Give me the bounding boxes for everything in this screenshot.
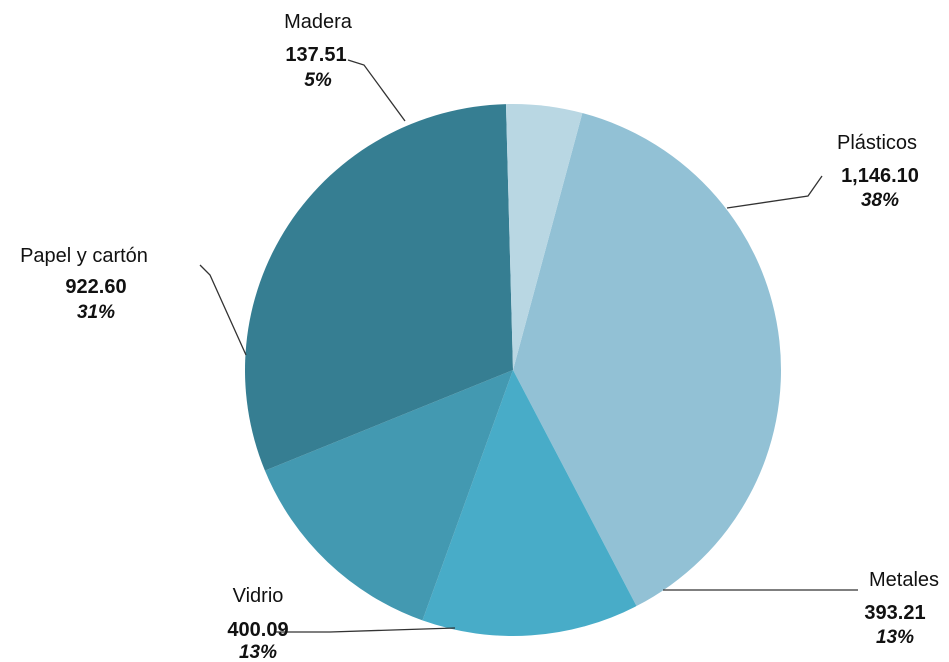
slice-label-name: Plásticos <box>837 132 917 154</box>
leader-line-plasticos <box>726 175 823 209</box>
pie-slices <box>245 103 781 637</box>
pie-slice-vidrio <box>264 370 513 621</box>
slice-label-percent: 13% <box>239 642 277 662</box>
slice-label-value: 393.21 <box>864 602 925 624</box>
slice-labels: Plásticos 1,146.10 38% Metales 393.21 13… <box>20 11 939 662</box>
leader-line-madera <box>347 59 406 122</box>
slice-label-percent: 31% <box>77 302 115 323</box>
slice-label-percent: 38% <box>861 190 899 211</box>
label-madera: Madera 137.51 5% <box>284 11 353 91</box>
slice-label-value: 400.09 <box>227 619 288 641</box>
pie-slice-metales <box>422 370 637 637</box>
slice-label-percent: 13% <box>876 627 914 648</box>
label-papel-y-carton: Papel y cartón 922.60 31% <box>20 245 148 323</box>
slice-label-value: 1,146.10 <box>841 165 919 187</box>
pie-slice-madera <box>505 103 583 371</box>
slice-label-percent: 5% <box>304 70 332 91</box>
leader-lines <box>199 59 858 633</box>
label-metales: Metales 393.21 13% <box>864 569 939 648</box>
pie-slice-plásticos <box>513 113 781 607</box>
slice-label-name: Madera <box>284 11 353 33</box>
pie-slice-papel-y-cartón <box>245 104 513 471</box>
slice-label-name: Papel y cartón <box>20 245 148 267</box>
leader-line-papel <box>199 264 247 356</box>
slice-label-value: 137.51 <box>285 44 346 66</box>
slice-label-name: Metales <box>869 569 939 591</box>
label-vidrio: Vidrio 400.09 13% <box>227 585 288 662</box>
slice-label-name: Vidrio <box>233 585 284 607</box>
label-plasticos: Plásticos 1,146.10 38% <box>837 132 919 211</box>
slice-label-value: 922.60 <box>65 276 126 298</box>
leader-line-vidrio <box>275 627 456 633</box>
